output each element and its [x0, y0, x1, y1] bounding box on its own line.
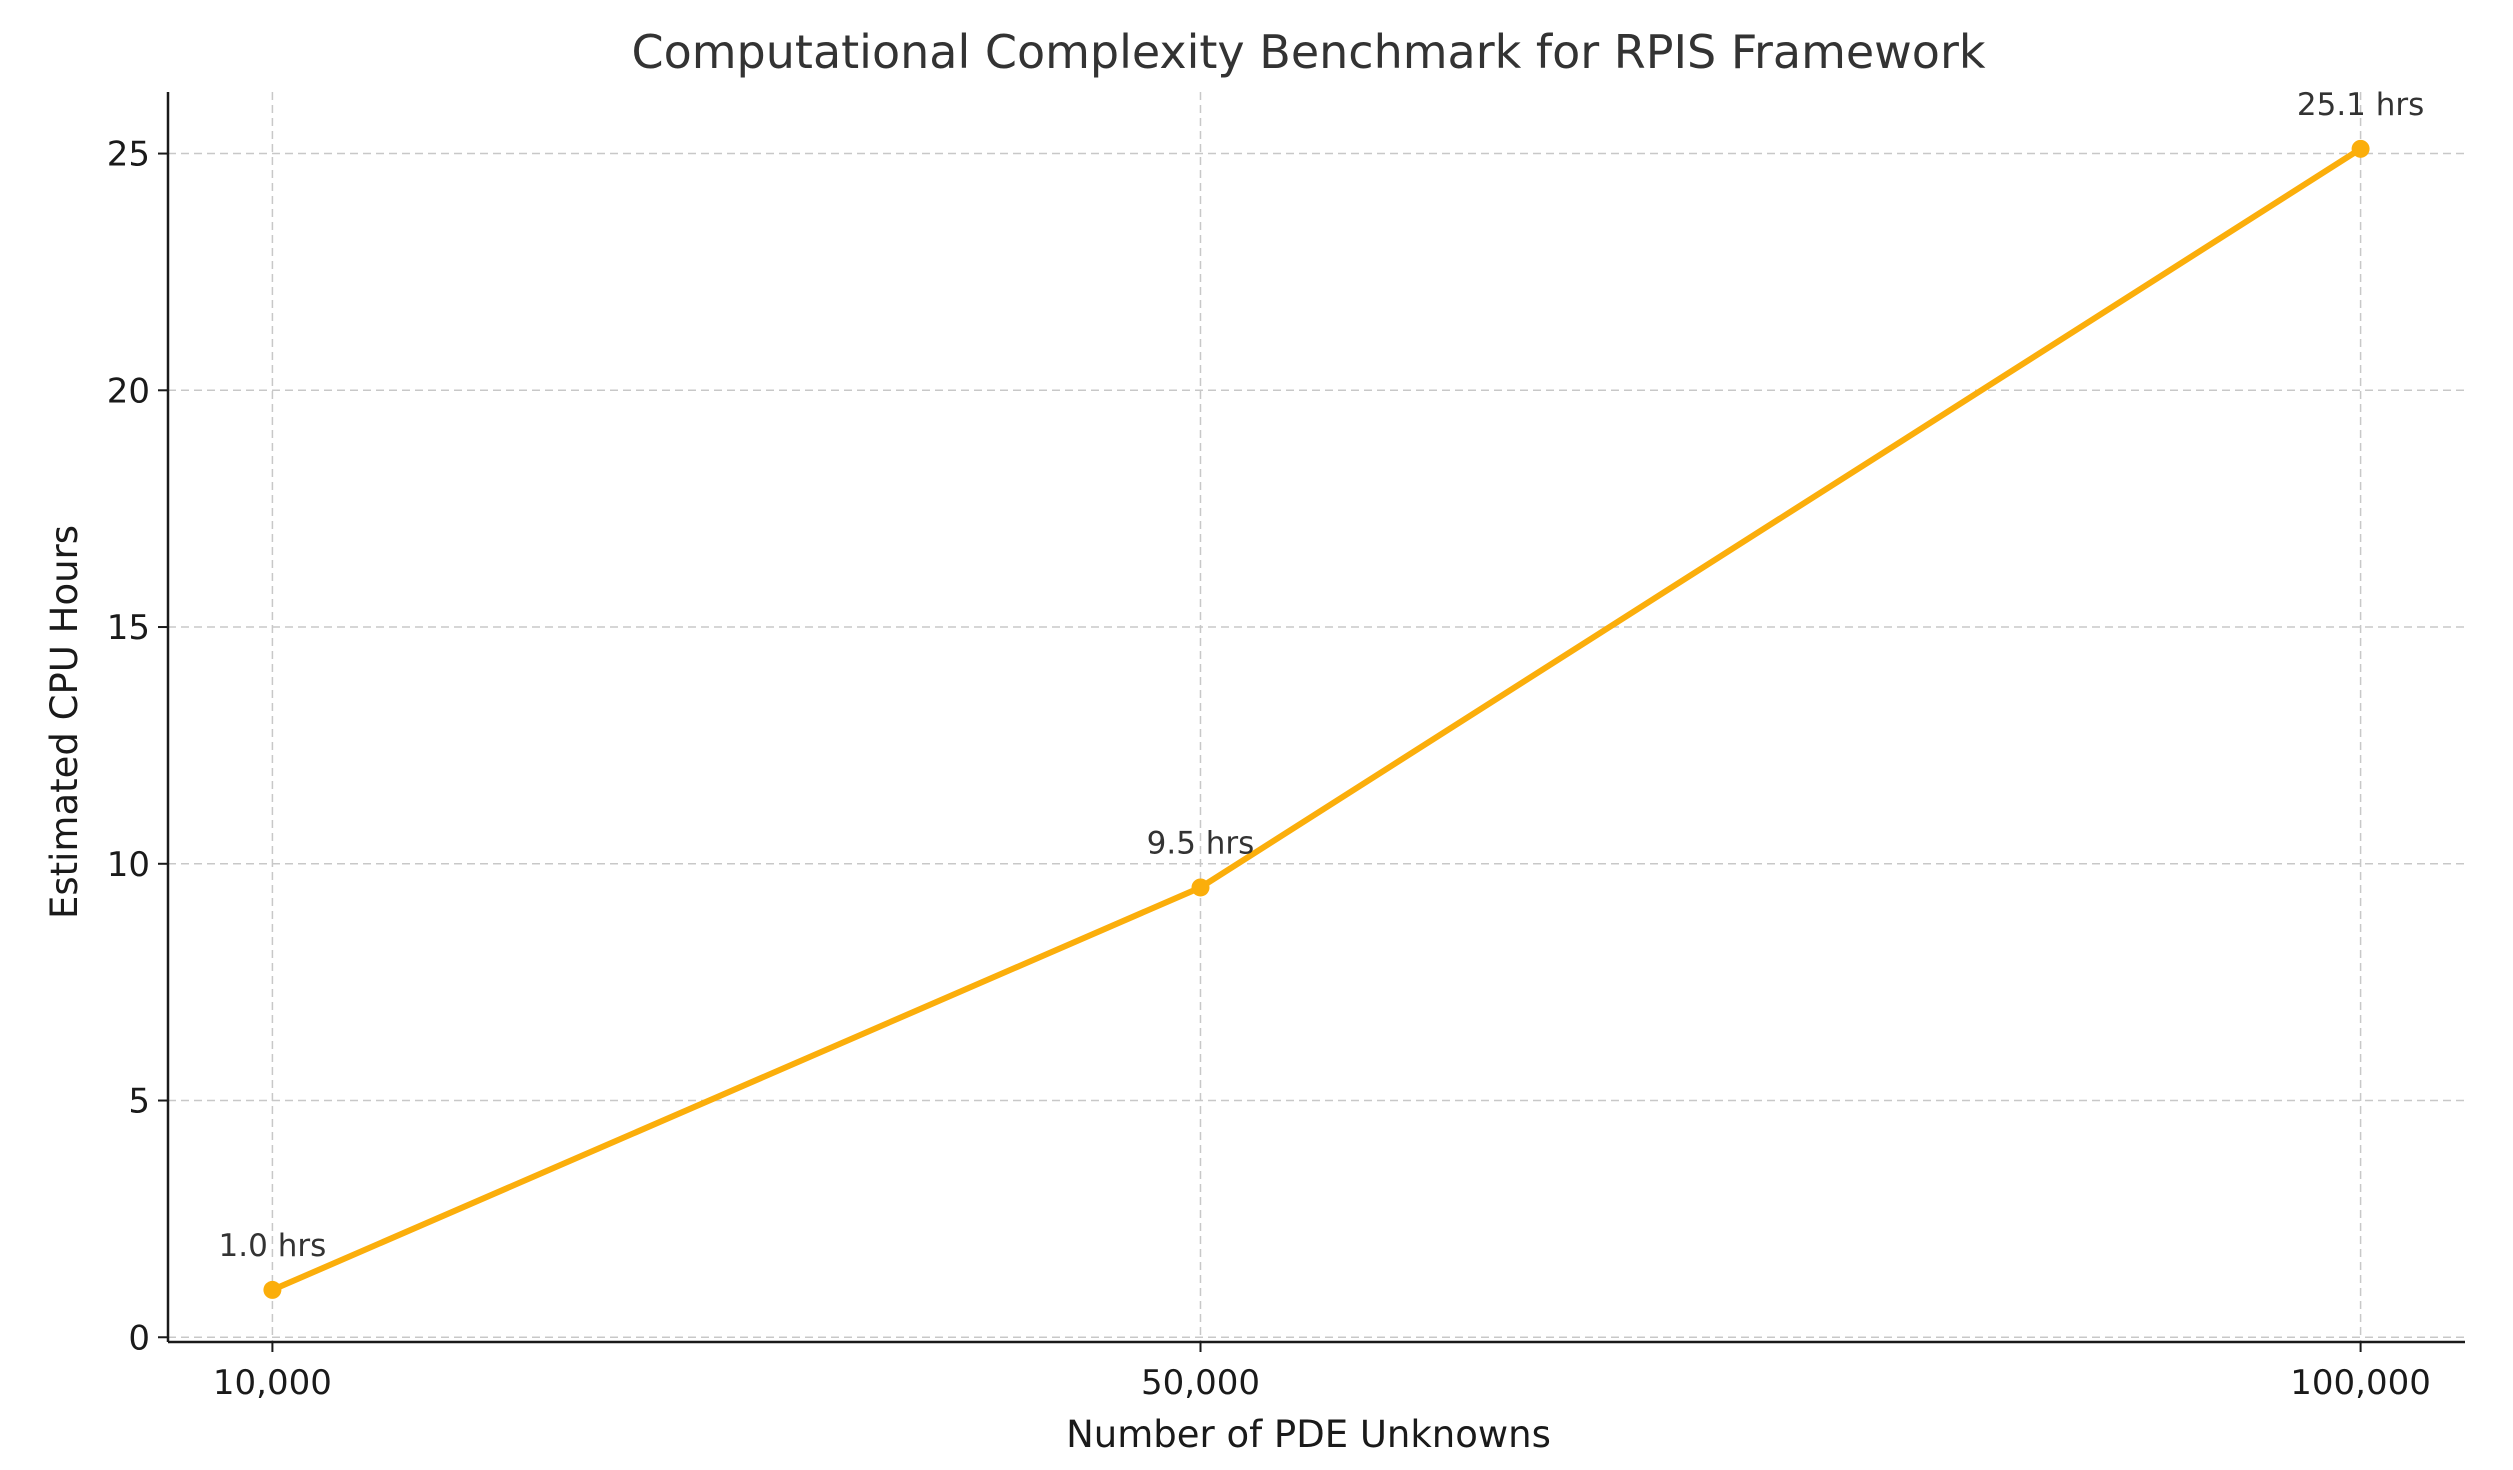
- x-tick-label: 10,000: [213, 1363, 332, 1403]
- data-labels: 1.0 hrs 9.5 hrs 25.1 hrs: [219, 87, 2425, 1264]
- y-tick-label: 10: [107, 845, 150, 885]
- data-label: 9.5 hrs: [1147, 825, 1255, 861]
- y-tick-label: 5: [128, 1082, 150, 1122]
- axes: [166, 92, 2465, 1344]
- x-axis-label: Number of PDE Unknowns: [1066, 1413, 1551, 1456]
- y-axis-label: Estimated CPU Hours: [43, 525, 86, 919]
- y-tick-label: 25: [107, 135, 150, 175]
- data-point-marker: [263, 1280, 282, 1299]
- x-tick-label: 100,000: [2290, 1363, 2431, 1403]
- data-point-marker: [2351, 139, 2370, 158]
- data-label: 25.1 hrs: [2297, 87, 2424, 123]
- data-label: 1.0 hrs: [219, 1228, 327, 1264]
- series-line: [263, 139, 2370, 1299]
- x-tick-label: 50,000: [1141, 1363, 1260, 1403]
- y-tick-label: 0: [128, 1318, 150, 1358]
- data-point-marker: [1191, 878, 1210, 897]
- y-tick-label: 20: [107, 371, 150, 411]
- ticks: 0 5 10 15 20 25 10,000 50,000 100,000: [107, 135, 2431, 1403]
- grid: [168, 92, 2465, 1342]
- y-tick-label: 15: [107, 608, 150, 648]
- series-polyline: [269, 145, 2364, 1293]
- chart-title: Computational Complexity Benchmark for R…: [631, 25, 1985, 79]
